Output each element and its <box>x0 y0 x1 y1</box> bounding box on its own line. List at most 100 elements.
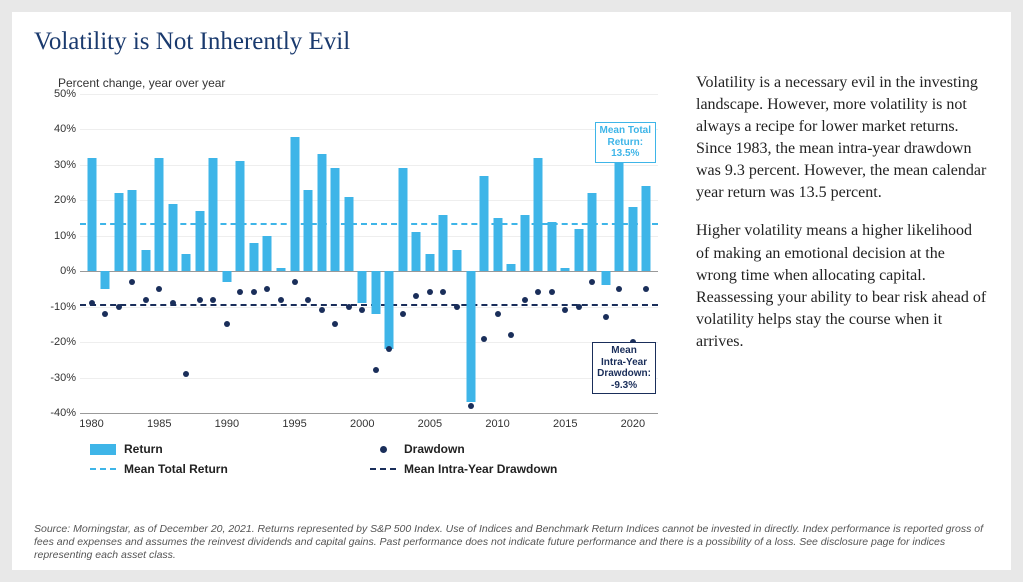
chart-wrapper: Percent change, year over year -40%-30%-… <box>34 70 674 510</box>
drawdown-dot <box>332 321 338 327</box>
x-tick-label: 1990 <box>215 418 239 430</box>
source-footnote: Source: Morningstar, as of December 20, … <box>34 523 989 562</box>
return-bar <box>561 268 570 272</box>
x-tick-label: 1995 <box>282 418 306 430</box>
return-bar <box>534 158 543 271</box>
drawdown-dot <box>413 293 419 299</box>
legend-item-return: Return <box>90 442 370 456</box>
return-bar <box>317 154 326 271</box>
page-container: Volatility is Not Inherently Evil Percen… <box>12 12 1011 570</box>
drawdown-dot <box>535 289 541 295</box>
gridline <box>80 378 658 379</box>
drawdown-dot <box>224 321 230 327</box>
drawdown-dot <box>210 297 216 303</box>
content-row: Percent change, year over year -40%-30%-… <box>34 70 989 519</box>
drawdown-dot <box>643 286 649 292</box>
legend-label: Drawdown <box>404 442 465 456</box>
return-bar <box>520 215 529 272</box>
drawdown-dot <box>562 307 568 313</box>
gridline <box>80 200 658 201</box>
return-bar <box>412 232 421 271</box>
return-bar <box>114 193 123 271</box>
body-paragraph-1: Volatility is a necessary evil in the in… <box>696 72 989 204</box>
y-tick-label: 30% <box>40 159 76 171</box>
legend-dash-icon <box>90 468 116 470</box>
return-bar <box>439 215 448 272</box>
drawdown-dot <box>170 300 176 306</box>
return-bar <box>128 190 137 272</box>
drawdown-dot <box>197 297 203 303</box>
legend-dash-icon <box>370 468 396 470</box>
x-tick-label: 1985 <box>147 418 171 430</box>
legend-item-mean-return: Mean Total Return <box>90 462 370 476</box>
y-tick-label: 0% <box>40 265 76 277</box>
return-bar <box>263 236 272 271</box>
return-bar <box>385 271 394 349</box>
body-paragraph-2: Higher volatility means a higher likelih… <box>696 220 989 352</box>
legend-item-drawdown: Drawdown <box>370 442 650 456</box>
return-bar <box>615 161 624 271</box>
y-tick-label: 50% <box>40 88 76 100</box>
drawdown-dot <box>183 371 189 377</box>
legend-dot-icon <box>380 446 387 453</box>
y-tick-label: -40% <box>40 407 76 419</box>
drawdown-dot <box>481 336 487 342</box>
legend-bar-icon <box>90 444 116 455</box>
drawdown-dot <box>603 314 609 320</box>
return-bar <box>601 271 610 285</box>
return-bar <box>222 271 231 282</box>
return-bar <box>344 197 353 271</box>
gridline <box>80 94 658 95</box>
return-bar <box>168 204 177 271</box>
legend-item-mean-drawdown: Mean Intra-Year Drawdown <box>370 462 650 476</box>
chart-legend: Return Drawdown Mean Total Return <box>90 442 662 476</box>
return-bar <box>371 271 380 314</box>
y-tick-label: 20% <box>40 194 76 206</box>
zero-line <box>80 271 658 272</box>
drawdown-dot <box>156 286 162 292</box>
return-bar <box>425 254 434 272</box>
return-bar <box>195 211 204 271</box>
drawdown-dot <box>549 289 555 295</box>
drawdown-dot <box>251 289 257 295</box>
return-bar <box>480 176 489 272</box>
page-title: Volatility is Not Inherently Evil <box>34 28 989 56</box>
mean-return-line <box>80 223 658 225</box>
drawdown-dot <box>102 311 108 317</box>
drawdown-dot <box>359 307 365 313</box>
return-bar <box>331 168 340 271</box>
y-tick-label: -30% <box>40 372 76 384</box>
drawdown-dot <box>264 286 270 292</box>
x-tick-label: 2005 <box>418 418 442 430</box>
x-tick-label: 2010 <box>485 418 509 430</box>
drawdown-dot <box>589 279 595 285</box>
return-bar <box>358 271 367 303</box>
return-bar <box>588 193 597 271</box>
drawdown-dot <box>116 304 122 310</box>
drawdown-dot <box>292 279 298 285</box>
x-tick-label: 2020 <box>621 418 645 430</box>
annotation-mean-drawdown: MeanIntra-YearDrawdown:-9.3% <box>592 342 656 394</box>
return-bar <box>236 161 245 271</box>
return-bar <box>547 222 556 272</box>
drawdown-dot <box>373 367 379 373</box>
return-bar <box>155 158 164 271</box>
return-bar <box>628 207 637 271</box>
legend-label: Mean Intra-Year Drawdown <box>404 462 557 476</box>
legend-label: Mean Total Return <box>124 462 228 476</box>
drawdown-dot <box>386 346 392 352</box>
mean-drawdown-line <box>80 304 658 306</box>
return-bar <box>209 158 218 271</box>
return-bar <box>290 137 299 272</box>
drawdown-dot <box>143 297 149 303</box>
return-bar <box>277 268 286 272</box>
drawdown-dot <box>129 279 135 285</box>
return-bar <box>182 254 191 272</box>
drawdown-dot <box>454 304 460 310</box>
annotation-mean-return: Mean TotalReturn:13.5% <box>595 122 656 163</box>
drawdown-dot <box>495 311 501 317</box>
return-bar <box>398 168 407 271</box>
drawdown-dot <box>576 304 582 310</box>
return-bar <box>642 186 651 271</box>
chart-plot-area: -40%-30%-20%-10%0%10%20%30%40%50%Mean To… <box>80 94 658 414</box>
